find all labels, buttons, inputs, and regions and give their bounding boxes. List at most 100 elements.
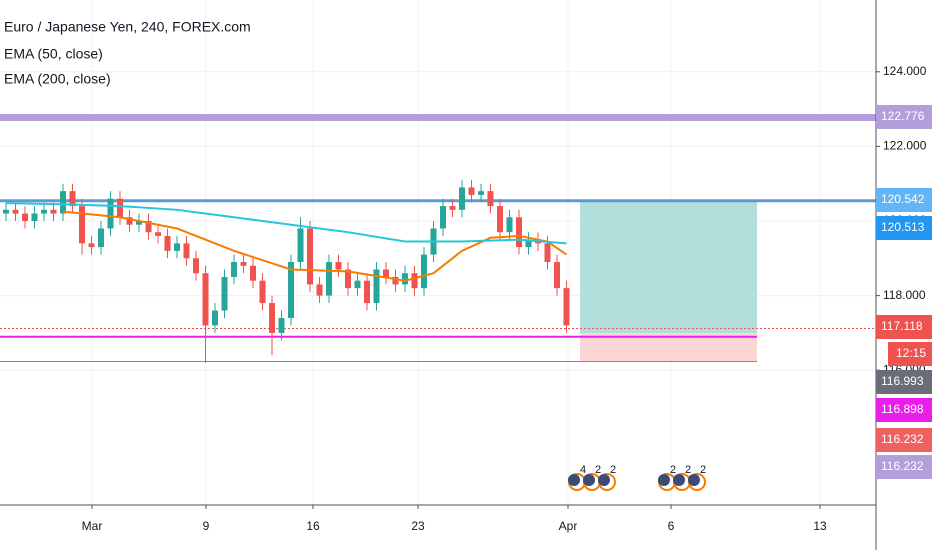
countdown-label: 12:15 — [896, 346, 926, 360]
candle-body — [307, 228, 313, 285]
price-badge-label: 120.542 — [881, 192, 925, 206]
candle-body — [506, 217, 513, 233]
price-badge-label: 122.776 — [881, 109, 925, 123]
countdown-badge — [888, 342, 932, 366]
candle-body — [335, 262, 342, 270]
candle-body — [145, 221, 152, 233]
candle-body — [563, 288, 570, 326]
event-icon — [673, 474, 685, 486]
candle-body — [316, 284, 323, 296]
price-badge-label: 116.232 — [881, 432, 924, 446]
candle-body — [497, 206, 503, 233]
candle-body — [421, 254, 427, 289]
chart-title: Euro / Japanese Yen, 240, FOREX.com — [4, 19, 251, 35]
candle-body — [155, 232, 161, 236]
price-badge-label: 120.513 — [881, 220, 925, 234]
legend-entry: EMA (200, close) — [4, 71, 111, 87]
candle-body — [278, 317, 285, 333]
candle-body — [459, 187, 465, 210]
candle-body — [516, 217, 522, 248]
candle-body — [326, 262, 332, 296]
candle-body — [117, 198, 123, 218]
event-label: 2 — [685, 464, 691, 476]
candle-body — [231, 262, 237, 277]
candle-body — [107, 198, 114, 229]
candle-body — [31, 213, 38, 222]
candle-body — [440, 206, 446, 229]
candle-body — [240, 262, 247, 266]
candle-body — [79, 206, 85, 244]
candle-body — [525, 239, 532, 248]
event-icon — [568, 474, 580, 486]
price-badge — [876, 315, 932, 339]
candle-body — [383, 269, 389, 277]
candle-body — [202, 273, 209, 326]
candle-body — [411, 273, 418, 289]
candle-body — [69, 191, 76, 207]
candle-body — [297, 228, 304, 263]
price-badge — [876, 370, 932, 394]
event-label: 2 — [670, 464, 676, 476]
event-icon — [598, 474, 610, 486]
candle-body — [354, 280, 361, 289]
candle-body — [250, 265, 256, 281]
candle-body — [88, 243, 95, 248]
price-badge — [876, 455, 932, 479]
price-badge-label: 116.993 — [881, 374, 924, 388]
candle-body — [221, 276, 228, 311]
event-icon — [583, 474, 595, 486]
candle-body — [487, 191, 494, 207]
profit-zone — [580, 200, 757, 334]
y-tick-label: 122.000 — [883, 139, 927, 153]
candle-body — [373, 269, 380, 304]
candle-body — [60, 191, 66, 214]
candle-body — [554, 262, 560, 289]
x-tick-label: 9 — [203, 519, 210, 533]
y-tick-label: 118.000 — [883, 288, 926, 302]
ema-line — [62, 210, 568, 282]
price-badge-label: 116.898 — [881, 402, 924, 416]
candle-body — [3, 209, 9, 214]
candle-body — [364, 280, 370, 304]
candle-body — [183, 243, 190, 259]
candle-body — [269, 303, 275, 333]
candle-body — [544, 243, 551, 263]
event-icon — [658, 474, 670, 486]
event-label: 2 — [700, 464, 706, 476]
candle-body — [193, 258, 199, 274]
candle-body — [174, 243, 180, 251]
candle-body — [288, 262, 294, 318]
x-tick-label: 23 — [411, 519, 425, 533]
x-tick-label: Mar — [82, 519, 103, 533]
candle-body — [212, 310, 218, 326]
candle-body — [164, 235, 171, 251]
event-label: 4 — [580, 464, 586, 476]
price-badge-label: 117.118 — [881, 319, 923, 333]
candle-body — [136, 221, 142, 225]
candle-body — [50, 209, 57, 214]
ema-line — [5, 202, 567, 245]
price-badge-label: 116.232 — [881, 459, 924, 473]
y-tick-label: 124.000 — [883, 64, 927, 78]
event-label: 2 — [595, 464, 601, 476]
legend-entry: EMA (50, close) — [4, 46, 103, 62]
candle-body — [478, 191, 484, 195]
candle-body — [41, 209, 47, 214]
price-badge — [876, 188, 932, 212]
price-badge — [876, 428, 932, 452]
x-tick-label: 16 — [306, 519, 320, 533]
candle-body — [449, 206, 456, 210]
candle-body — [126, 217, 133, 225]
price-badge — [876, 216, 932, 240]
candle-body — [402, 273, 408, 285]
x-tick-label: 13 — [813, 519, 827, 533]
candle-body — [259, 280, 266, 304]
x-tick-label: Apr — [559, 519, 578, 533]
price-badge — [876, 105, 932, 129]
candle-body — [392, 276, 399, 285]
price-badge — [876, 398, 932, 422]
candle-body — [98, 228, 104, 248]
candle-body — [12, 209, 19, 214]
candle-body — [468, 187, 475, 195]
